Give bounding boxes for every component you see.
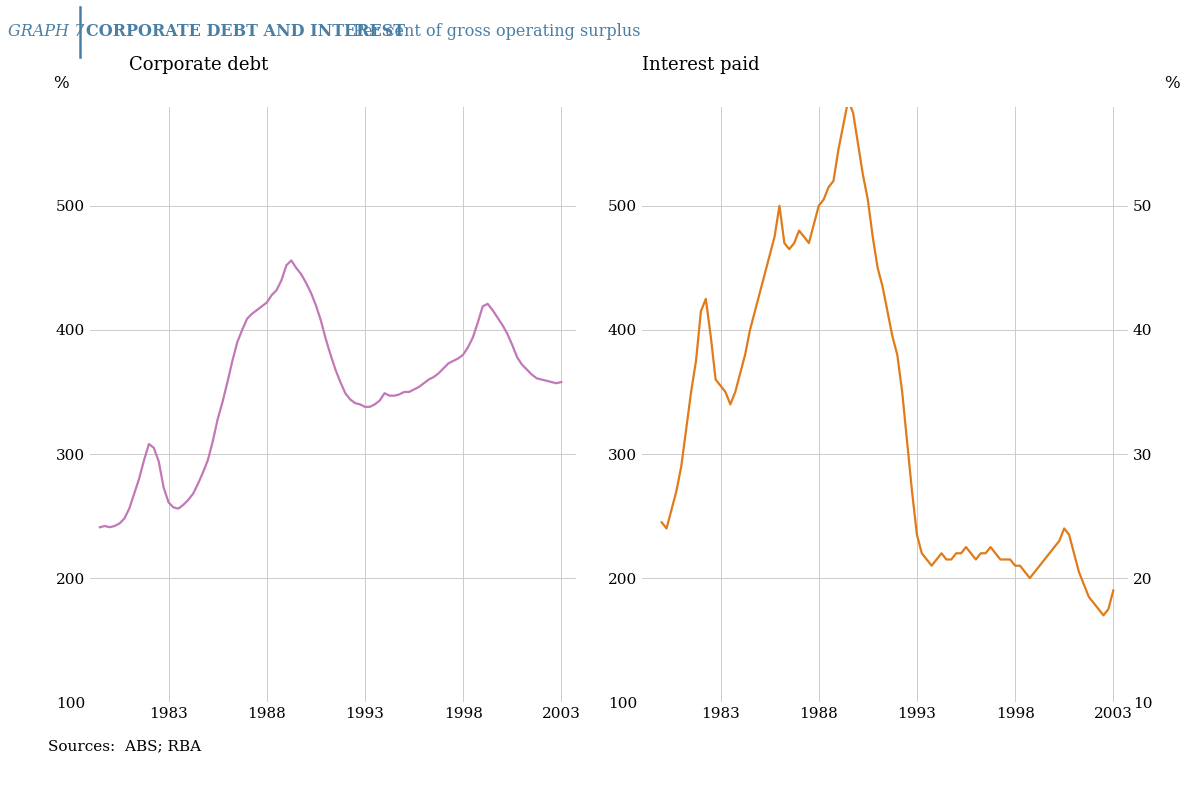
Text: %: %	[1164, 75, 1180, 92]
Text: GRAPH 7: GRAPH 7	[8, 24, 85, 40]
Text: Interest paid: Interest paid	[642, 56, 760, 73]
Text: Corporate debt: Corporate debt	[128, 56, 268, 73]
Text: Sources:  ABS; RBA: Sources: ABS; RBA	[48, 739, 200, 753]
Text: Per cent of gross operating surplus: Per cent of gross operating surplus	[348, 24, 641, 40]
Text: %: %	[54, 75, 70, 92]
Text: CORPORATE DEBT AND INTEREST: CORPORATE DEBT AND INTEREST	[86, 24, 406, 40]
